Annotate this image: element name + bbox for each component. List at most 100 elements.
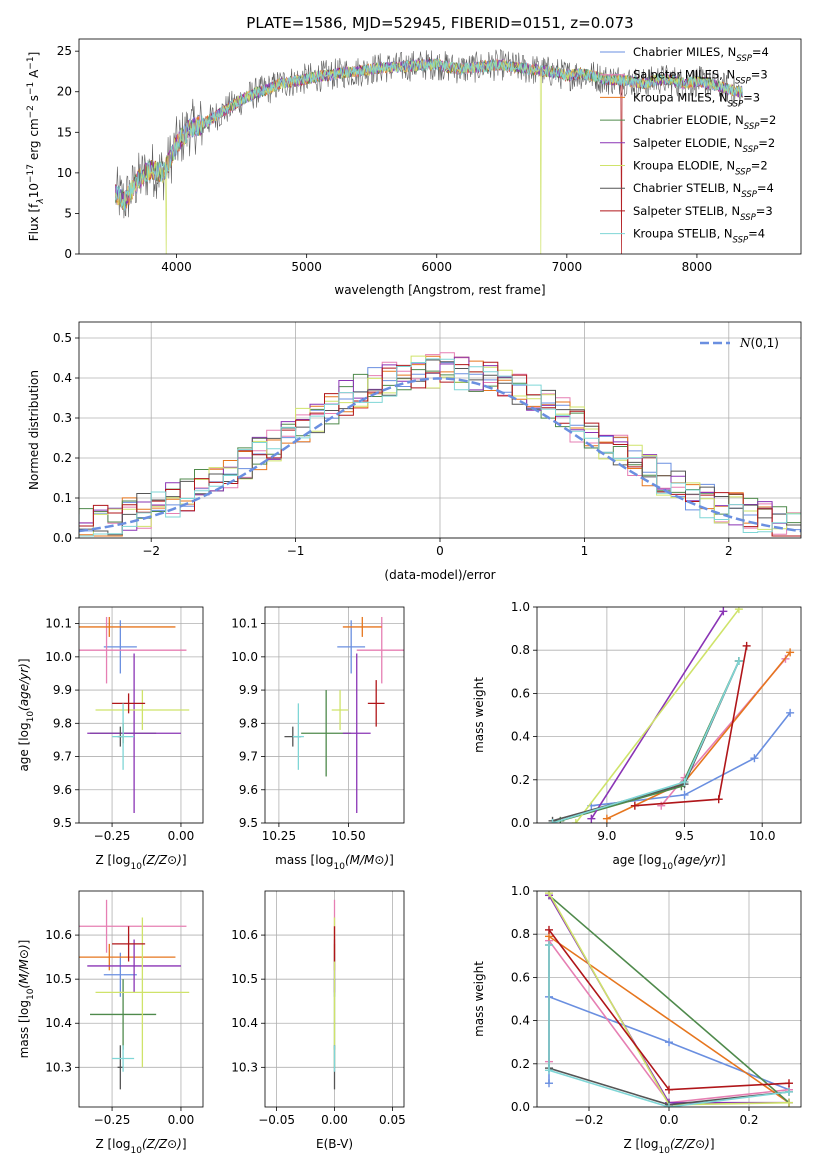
legend-sub: SSP <box>740 213 756 223</box>
y-tick-label: 9.9 <box>53 683 72 697</box>
legend-model: Kroupa MILES, N <box>633 90 728 104</box>
x-tick-label: 1 <box>581 544 589 558</box>
y-tick-label: 10.1 <box>45 617 72 631</box>
errorbars <box>284 616 404 814</box>
y-tick-label: 10.5 <box>45 972 72 986</box>
mass_weight_vs_z-panel: −0.2 0.0 0.2 0.0 0.2 0.4 0.6 0.8 1.0 Z [log10(Z/Z… <box>472 884 802 1156</box>
x-tick-label: −2 <box>142 544 160 558</box>
series-salpeter-stelib <box>630 641 751 810</box>
legend-item-kroupa-miles: Kroupa MILES, NSSP=3 <box>600 90 760 109</box>
legend-normal-label: N(0,1) <box>739 336 779 350</box>
legend-item-salpeter-stelib: Salpeter STELIB, NSSP=3 <box>600 204 773 223</box>
label-part: 10 <box>658 1146 670 1156</box>
label-part: (M/M⊙) <box>345 853 389 867</box>
y-tick-label: 10.0 <box>45 650 72 664</box>
y-tick-label: 10.3 <box>45 1060 72 1074</box>
x-tick-label: 0.00 <box>168 1113 195 1127</box>
label-part: (age/yr) <box>17 663 31 711</box>
label-part: 10 <box>662 862 674 872</box>
x-tick-label: 0 <box>436 544 444 558</box>
lines <box>545 891 793 1107</box>
legend-sub: SSP <box>735 168 751 178</box>
errorbars <box>79 616 190 814</box>
legend-sub: SSP <box>728 99 744 109</box>
ylabel-part: −17 <box>26 164 36 183</box>
legend-n: =4 <box>757 181 774 195</box>
axes-frame <box>78 321 802 539</box>
series-line <box>591 712 791 807</box>
y-tick-label: 10.0 <box>231 650 258 664</box>
legend-model: Kroupa STELIB, N <box>633 227 733 241</box>
residuals-xlabel: (data-model)/error <box>384 568 495 582</box>
x-tick-label: −0.2 <box>574 1113 603 1127</box>
errorbar-chabrier-stelib <box>117 1045 124 1090</box>
x-tick-label: −0.25 <box>94 1113 131 1127</box>
y-tick-label: 0 <box>64 247 72 261</box>
legend-model: Chabrier MILES, N <box>633 45 736 59</box>
errorbars <box>79 899 190 1090</box>
y-tick-label: 10.3 <box>231 1060 258 1074</box>
x-tick-label: 5000 <box>291 260 322 274</box>
y-tick-label: 0.0 <box>53 531 72 545</box>
y-tick-label: 9.9 <box>239 683 258 697</box>
errorbar-salpeter-miles <box>79 899 187 953</box>
label-part: mass [log <box>275 853 333 867</box>
spectrum-xlabel: wavelength [Angstrom, rest frame] <box>334 283 545 297</box>
errorbar-kroupa-miles <box>79 616 176 637</box>
mass_weight_vs_age-xlabel: age [log10(age/yr)] <box>612 853 725 872</box>
series-line <box>606 651 791 820</box>
label-part: age [log <box>17 722 31 771</box>
label-part: mass [log <box>17 1000 31 1058</box>
legend-sub: SSP <box>733 236 749 246</box>
ylabel-part: 10 <box>27 183 41 198</box>
legend-sub: SSP <box>744 122 760 132</box>
legend-sub: SSP <box>735 77 751 87</box>
series-line <box>575 608 740 823</box>
y-tick-label: 0.5 <box>53 331 72 345</box>
legend-label: Kroupa STELIB, NSSP=4 <box>633 227 765 246</box>
ylabel-part: erg cm <box>27 118 41 164</box>
errorbar-salpeter-elodie <box>87 653 181 814</box>
legend-item-salpeter-elodie: Salpeter ELODIE, NSSP=2 <box>600 136 775 155</box>
label-part: ] <box>389 853 394 867</box>
axes-frame <box>264 606 405 824</box>
label-part: Z [log <box>95 853 130 867</box>
legend-n: =3 <box>756 204 773 218</box>
label-part: (Z/Z⊙) <box>670 1137 710 1151</box>
label-part: ] <box>182 1137 187 1151</box>
y-tick-label: 0.2 <box>53 451 72 465</box>
y-tick-label: 9.7 <box>53 750 72 764</box>
y-tick-label: 0.4 <box>53 371 72 385</box>
label-part: (Z/Z⊙) <box>142 853 182 867</box>
errorbar-kroupa-elodie <box>95 690 190 730</box>
y-tick-label: 1.0 <box>511 884 530 898</box>
legend-model: Salpeter ELODIE, N <box>633 136 743 150</box>
legend-item-kroupa-stelib: Kroupa STELIB, NSSP=4 <box>600 227 765 246</box>
axes-frame <box>264 890 405 1108</box>
errorbar-chabrier-miles <box>103 620 137 674</box>
errorbar-salpeter-stelib <box>112 693 146 714</box>
label-part: 10 <box>26 988 36 1000</box>
y-tick-label: 9.7 <box>239 750 258 764</box>
age_vs_z-xlabel: Z [log10(Z/Z⊙)] <box>95 853 186 872</box>
y-tick-label: 9.6 <box>53 783 72 797</box>
legend-item-salpeter-miles: Salpeter MILES, NSSP=3 <box>600 68 768 87</box>
errorbar-kroupa-elodie <box>95 917 190 1068</box>
y-tick-label: 0.6 <box>511 970 530 984</box>
spectrum-lines <box>115 48 743 254</box>
label-part: age [log <box>612 853 661 867</box>
spectrum-line-kroupa-elodie <box>115 57 743 254</box>
legend-label: Kroupa MILES, NSSP=3 <box>633 90 760 109</box>
x-tick-label: 0.0 <box>659 1113 678 1127</box>
y-tick-label: 9.5 <box>239 816 258 830</box>
ylabel-part: −2 <box>26 105 36 118</box>
ylabel-part: λ <box>36 198 46 204</box>
y-tick-label: 20 <box>57 85 72 99</box>
y-tick-label: 0.2 <box>511 773 530 787</box>
axes-frame <box>78 606 204 824</box>
label-part: 10 <box>130 1146 142 1156</box>
series-kroupa-stelib <box>548 657 743 823</box>
series-kroupa-stelib <box>545 941 793 1107</box>
label-part: ] <box>17 940 31 945</box>
